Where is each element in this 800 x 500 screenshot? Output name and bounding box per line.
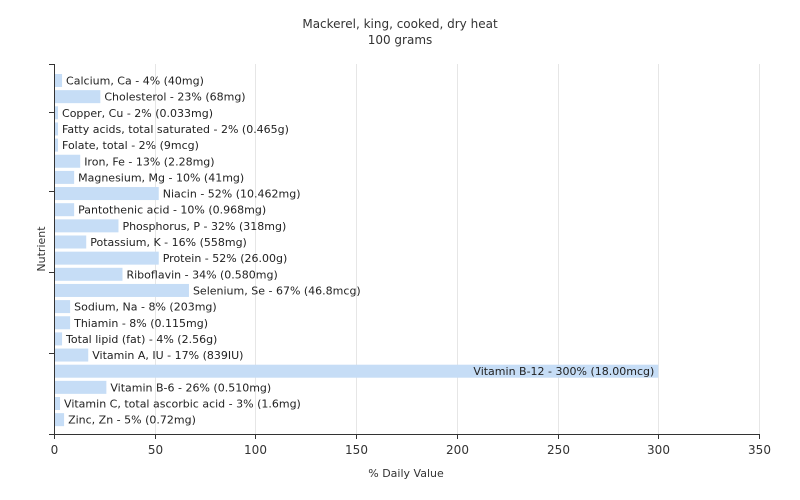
bar xyxy=(55,90,101,104)
bar xyxy=(55,267,123,281)
grid-lines xyxy=(155,64,760,434)
bar-label: Calcium, Ca - 4% (40mg) xyxy=(66,75,204,88)
chart-title: Mackerel, king, cooked, dry heat xyxy=(302,17,498,31)
bar xyxy=(55,187,159,201)
y-axis-title: Nutrient xyxy=(35,226,48,272)
axes xyxy=(49,64,760,439)
bar xyxy=(55,203,75,217)
bar-label: Thiamin - 8% (0.115mg) xyxy=(73,317,208,330)
bar xyxy=(55,397,61,410)
bar-label: Magnesium, Mg - 10% (41mg) xyxy=(78,171,244,184)
bar-label: Vitamin B-6 - 26% (0.510mg) xyxy=(110,381,271,394)
bar xyxy=(55,154,81,168)
x-tick-label: 100 xyxy=(244,443,267,457)
bar-label: Zinc, Zn - 5% (0.72mg) xyxy=(68,414,196,427)
bar xyxy=(55,380,107,394)
bar xyxy=(55,332,63,346)
bar-label: Vitamin A, IU - 17% (839IU) xyxy=(92,349,243,362)
x-tick-label: 200 xyxy=(446,443,469,457)
x-tick-label: 350 xyxy=(748,443,771,457)
x-tick-label: 50 xyxy=(148,443,163,457)
x-tick-label: 300 xyxy=(647,443,670,457)
x-tick-labels: 0 50 100 150 200 250 300 350 xyxy=(51,443,771,457)
bar-label: Folate, total - 2% (9mcg) xyxy=(62,139,199,152)
bar-label: Potassium, K - 16% (558mg) xyxy=(90,236,247,249)
bar xyxy=(55,122,59,136)
bar-label: Iron, Fe - 13% (2.28mg) xyxy=(84,155,214,168)
bar-label: Vitamin B-12 - 300% (18.00mcg) xyxy=(473,365,654,378)
bar-label: Copper, Cu - 2% (0.033mg) xyxy=(62,107,213,120)
bar xyxy=(55,300,71,314)
bar-labels: Calcium, Ca - 4% (40mg) Cholesterol - 23%… xyxy=(62,75,654,427)
bar-label: Pantothenic acid - 10% (0.968mg) xyxy=(78,204,266,217)
bar xyxy=(55,74,63,87)
bar xyxy=(55,219,119,233)
bar xyxy=(55,348,89,362)
bar-label: Niacin - 52% (10.462mg) xyxy=(163,188,301,201)
bar xyxy=(55,251,159,265)
chart-subtitle: 100 grams xyxy=(368,33,433,47)
bar xyxy=(55,170,75,184)
bar xyxy=(55,138,59,152)
x-tick-label: 250 xyxy=(547,443,570,457)
bar-label: Cholesterol - 23% (68mg) xyxy=(104,91,245,104)
bar-label: Fatty acids, total saturated - 2% (0.465… xyxy=(62,123,289,136)
bar xyxy=(55,283,189,297)
bar xyxy=(55,235,87,249)
x-axis-title: % Daily Value xyxy=(368,467,444,480)
bar-label: Selenium, Se - 67% (46.8mcg) xyxy=(193,284,361,297)
x-tick-label: 150 xyxy=(345,443,368,457)
x-tick-label: 0 xyxy=(51,443,59,457)
bar xyxy=(55,316,71,330)
bar-label: Vitamin C, total ascorbic acid - 3% (1.6… xyxy=(64,398,301,411)
bar xyxy=(55,364,659,378)
bars xyxy=(55,74,659,427)
bar-label: Protein - 52% (26.00g) xyxy=(163,252,288,265)
bar-label: Total lipid (fat) - 4% (2.56g) xyxy=(65,333,217,346)
bar xyxy=(55,106,59,120)
bar-label: Phosphorus, P - 32% (318mg) xyxy=(122,220,286,233)
bar-label: Sodium, Na - 8% (203mg) xyxy=(74,301,217,314)
bar xyxy=(55,413,65,427)
bar-label: Riboflavin - 34% (0.580mg) xyxy=(126,268,277,281)
